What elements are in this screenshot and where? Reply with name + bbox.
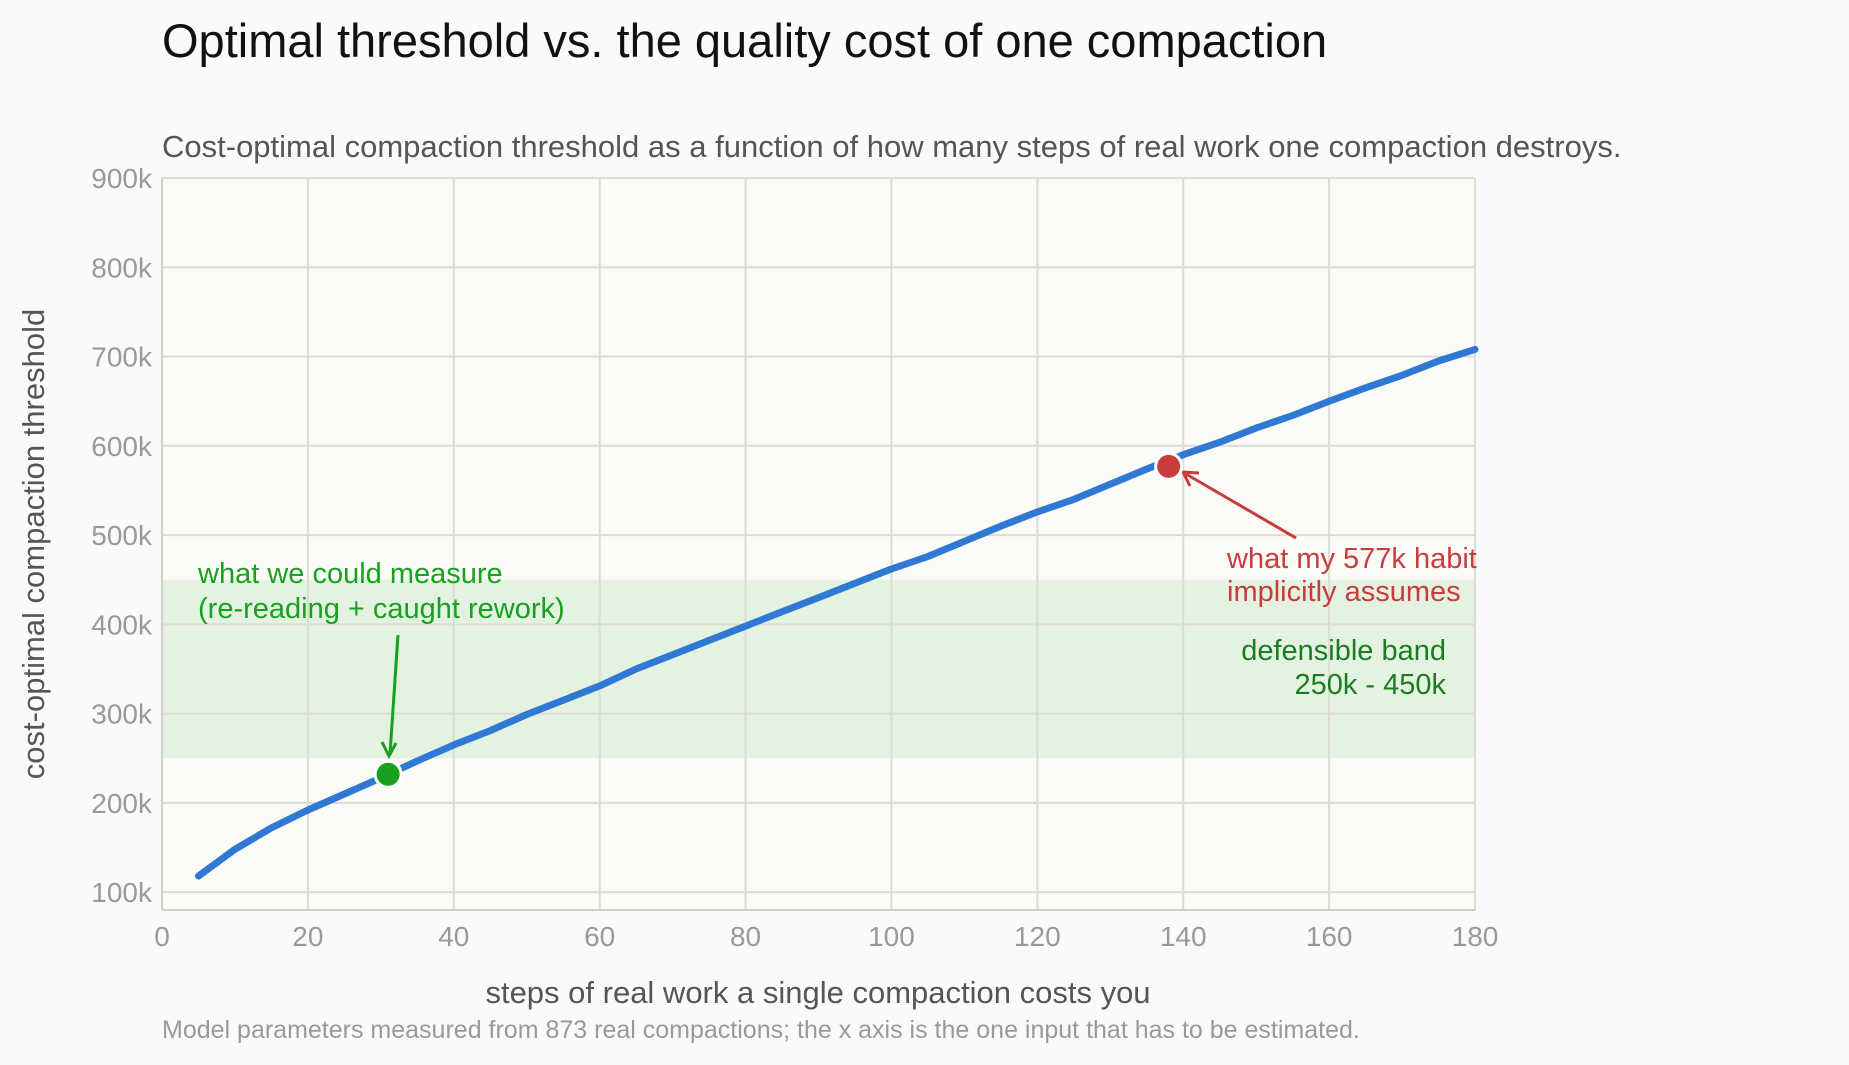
measured-annotation-arrow bbox=[388, 634, 400, 755]
gridlines bbox=[161, 177, 1476, 910]
y-tick-label: 200k bbox=[91, 788, 153, 819]
x-tick-label: 0 bbox=[154, 921, 170, 952]
y-axis-label: cost-optimal compaction threshold bbox=[16, 309, 51, 779]
x-tick-label: 100 bbox=[868, 921, 915, 952]
y-tick-label: 100k bbox=[91, 877, 153, 908]
habit-annotation-line2: implicitly assumes bbox=[1227, 576, 1461, 608]
x-tick-label: 140 bbox=[1160, 921, 1207, 952]
defensible-band bbox=[162, 579, 1475, 759]
x-tick-label: 60 bbox=[584, 921, 615, 952]
y-tick-label: 300k bbox=[91, 699, 153, 730]
x-tick-label: 160 bbox=[1306, 921, 1353, 952]
habit-annotation-line1: what my 577k habit bbox=[1226, 543, 1477, 575]
chart-subtitle: Cost-optimal compaction threshold as a f… bbox=[162, 129, 1621, 164]
band-range-label: 250k - 450k bbox=[1294, 669, 1446, 701]
measured-annotation-line2: (re-reading + caught rework) bbox=[198, 593, 565, 625]
footnote: Model parameters measured from 873 real … bbox=[162, 1016, 1360, 1044]
chart-title: Optimal threshold vs. the quality cost o… bbox=[162, 14, 1327, 67]
y-tick-label: 900k bbox=[91, 163, 153, 194]
band-label: defensible band bbox=[1241, 635, 1446, 667]
x-tick-label: 80 bbox=[730, 921, 761, 952]
x-tick-label: 180 bbox=[1452, 921, 1499, 952]
tick-labels: 0 20 40 60 80 100 120 140 160 180 100k 200k 300k 400k… bbox=[91, 163, 1498, 952]
x-tick-label: 20 bbox=[292, 921, 323, 952]
habit-annotation-arrowhead bbox=[1180, 470, 1200, 487]
habit-point bbox=[1154, 451, 1184, 481]
series-line bbox=[195, 345, 1479, 880]
measured-annotation-line1: what we could measure bbox=[197, 558, 503, 590]
y-tick-label: 800k bbox=[91, 252, 153, 283]
y-tick-label: 400k bbox=[91, 609, 153, 640]
x-axis-label: steps of real work a single compaction c… bbox=[485, 975, 1150, 1010]
habit-annotation-arrow bbox=[1185, 472, 1297, 540]
plot-background bbox=[162, 178, 1475, 910]
y-tick-label: 600k bbox=[91, 431, 153, 462]
y-tick-label: 700k bbox=[91, 342, 153, 373]
measured-point bbox=[373, 759, 403, 789]
x-tick-label: 120 bbox=[1014, 921, 1061, 952]
axes bbox=[161, 178, 1475, 911]
measured-annotation-arrowhead bbox=[380, 741, 398, 760]
x-tick-label: 40 bbox=[438, 921, 469, 952]
y-tick-label: 500k bbox=[91, 520, 153, 551]
